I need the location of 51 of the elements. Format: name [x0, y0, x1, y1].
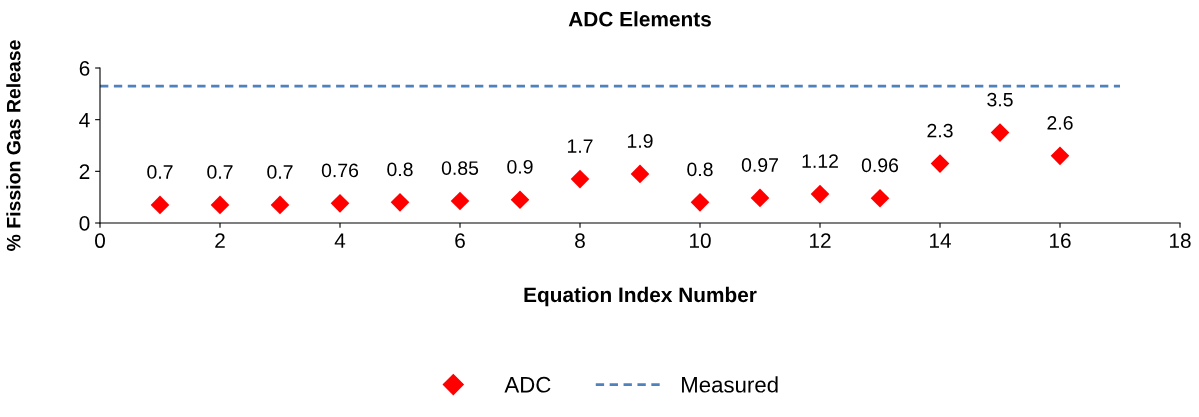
y-axis-title: % Fission Gas Release	[6, 40, 21, 251]
point	[450, 191, 470, 211]
x-tick-label: 10	[690, 233, 711, 249]
x-tick-label: 18	[1170, 233, 1191, 249]
data-label: 0.8	[687, 162, 713, 177]
point	[690, 193, 710, 212]
data-label: 0.7	[207, 165, 233, 179]
point	[990, 123, 1010, 142]
legend-label: Measured	[682, 376, 778, 393]
point	[390, 193, 410, 212]
data-label: 3.5	[987, 92, 1013, 107]
point	[510, 190, 530, 210]
data-label: 1.9	[627, 134, 653, 148]
data-label: 0.76	[321, 163, 359, 178]
data-label: 1.7	[567, 139, 593, 153]
data-label: 2.6	[1047, 116, 1073, 130]
point	[1050, 146, 1070, 166]
y-tick-label: 2	[79, 164, 90, 179]
x-tick-label: 12	[810, 233, 831, 248]
data-label: 1.12	[802, 154, 838, 168]
y-tick-label: 0	[79, 216, 90, 231]
data-label: 0.85	[441, 161, 479, 175]
y-tick-label: 4	[79, 112, 90, 128]
point	[810, 184, 830, 204]
point	[330, 194, 350, 213]
point	[750, 188, 770, 208]
x-tick-label: 6	[455, 233, 465, 249]
data-label: 0.8	[387, 162, 413, 177]
data-label: 0.97	[741, 158, 778, 172]
x-tick-label: 14	[930, 233, 951, 248]
x-tick-label: 4	[334, 233, 346, 248]
point	[570, 169, 590, 189]
data-label: 2.3	[927, 123, 953, 138]
data-label: 0.96	[861, 158, 899, 173]
x-tick-label: 16	[1050, 233, 1071, 249]
point	[270, 195, 290, 215]
x-axis-title: Equation Index Number	[524, 286, 757, 307]
data-label: 0.9	[507, 159, 533, 174]
point	[150, 195, 170, 215]
x-tick-label: 2	[215, 233, 225, 248]
data-label: 0.7	[147, 165, 173, 179]
point	[870, 188, 890, 208]
point	[210, 195, 230, 215]
x-tick-label: 0	[95, 233, 105, 249]
point	[630, 164, 650, 184]
legend-label: ADC	[504, 376, 551, 393]
y-tick-label: 6	[79, 61, 90, 76]
point	[930, 154, 950, 173]
chart-title: ADC Elements	[568, 11, 711, 27]
data-label: 0.7	[267, 165, 293, 179]
x-tick-label: 8	[575, 233, 585, 249]
